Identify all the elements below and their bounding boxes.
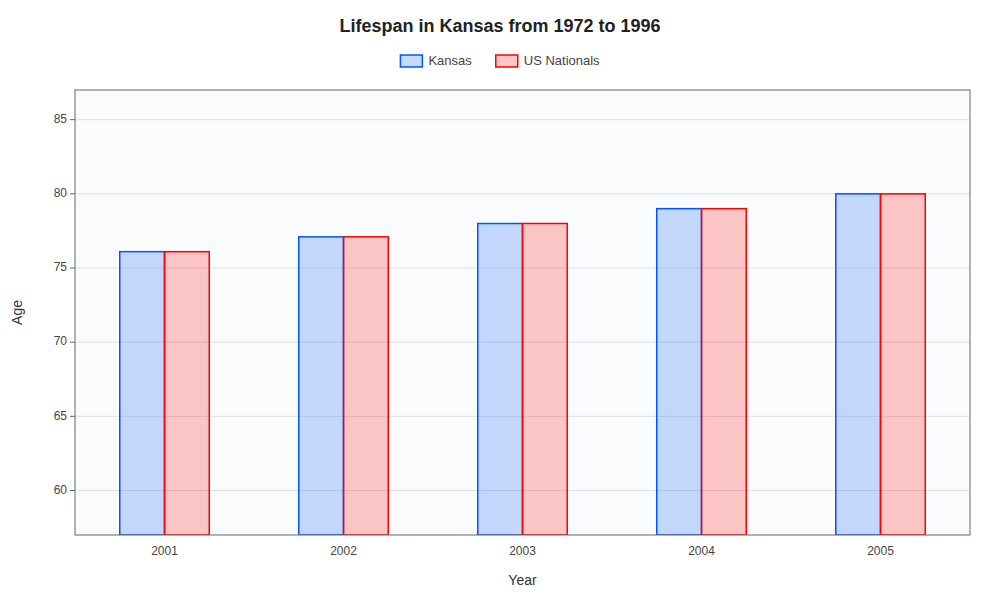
chart-container: 60 65 70 75 80 85 2001 2002 2003 2004 2005 Year Age L… bbox=[0, 0, 1000, 600]
legend-swatch bbox=[496, 55, 518, 67]
plot-background bbox=[75, 90, 970, 535]
legend: Kansas US Nationals bbox=[400, 53, 600, 68]
x-tick-label: 2003 bbox=[509, 544, 536, 558]
y-tick bbox=[70, 490, 75, 491]
legend-label: Kansas bbox=[428, 53, 472, 68]
chart: 60 65 70 75 80 85 2001 2002 2003 2004 2005 Year Age L… bbox=[0, 0, 1000, 600]
y-tick-label: 65 bbox=[54, 409, 68, 423]
bar bbox=[702, 209, 747, 535]
y-axis-label: Age bbox=[9, 300, 25, 325]
x-axis-label: Year bbox=[508, 572, 537, 588]
x-axis: 2001 2002 2003 2004 2005 bbox=[151, 544, 894, 558]
bar bbox=[478, 224, 523, 536]
title: Lifespan in Kansas from 1972 to 1996 bbox=[339, 16, 660, 36]
bar bbox=[120, 252, 165, 535]
y-tick-label: 75 bbox=[54, 260, 68, 274]
legend-swatch bbox=[400, 55, 422, 67]
x-tick-label: 2005 bbox=[867, 544, 894, 558]
bar bbox=[344, 237, 389, 535]
y-tick-label: 60 bbox=[54, 483, 68, 497]
y-tick-label: 70 bbox=[54, 334, 68, 348]
legend-item: US Nationals bbox=[496, 53, 600, 68]
bar bbox=[165, 252, 210, 535]
bars bbox=[120, 194, 926, 535]
grid-line bbox=[75, 119, 970, 120]
x-tick-label: 2001 bbox=[151, 544, 178, 558]
y-tick-label: 85 bbox=[54, 112, 68, 126]
y-axis: 60 65 70 75 80 85 bbox=[54, 112, 75, 497]
bar bbox=[299, 237, 344, 535]
bar bbox=[523, 224, 568, 536]
legend-item: Kansas bbox=[400, 53, 472, 68]
x-tick-label: 2002 bbox=[330, 544, 357, 558]
bar bbox=[881, 194, 926, 535]
y-tick bbox=[70, 193, 75, 194]
plot-frame bbox=[75, 90, 970, 535]
y-tick bbox=[70, 119, 75, 120]
y-tick bbox=[70, 342, 75, 343]
y-tick bbox=[70, 416, 75, 417]
y-tick-label: 80 bbox=[54, 186, 68, 200]
x-tick-label: 2004 bbox=[688, 544, 715, 558]
bar bbox=[836, 194, 881, 535]
legend-label: US Nationals bbox=[524, 53, 600, 68]
y-tick bbox=[70, 268, 75, 269]
bar bbox=[657, 209, 702, 535]
